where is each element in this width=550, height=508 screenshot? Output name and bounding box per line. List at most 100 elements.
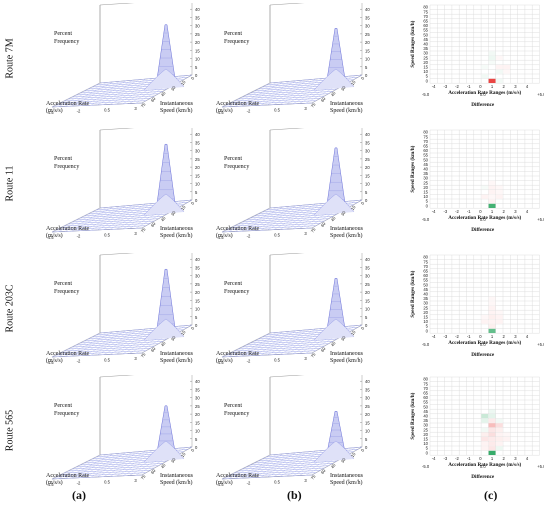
surface-line bbox=[266, 78, 317, 106]
y-tick-label: 30 bbox=[170, 85, 177, 92]
heatmap-cell bbox=[481, 74, 489, 79]
z-axis-label: Percent bbox=[54, 31, 72, 37]
heatmap-cell bbox=[481, 65, 489, 70]
y-tick-label: 70 bbox=[423, 14, 428, 19]
z-tick-label: 25 bbox=[365, 157, 370, 162]
y-tick-label: 15 bbox=[180, 79, 187, 86]
z-tick-label: 35 bbox=[365, 140, 370, 145]
colorbar bbox=[420, 222, 544, 225]
y-axis-label: Instantaneous bbox=[330, 351, 364, 357]
surface-hump bbox=[313, 318, 355, 341]
surface-hump bbox=[143, 318, 185, 341]
z-tick-label: 40 bbox=[195, 7, 200, 12]
x-tick-label: -4.5 bbox=[216, 360, 224, 365]
y-axis-label: Speed Ranges (km/h) bbox=[409, 20, 416, 67]
y-tick-label: 45 bbox=[160, 462, 167, 469]
surface-svg: 051015202530354045-4.5-20.5375604530150P… bbox=[46, 253, 200, 365]
surface-line bbox=[234, 206, 284, 232]
y-axis-label: Speed Ranges (km/h) bbox=[409, 270, 416, 317]
y-tick-label: 60 bbox=[423, 273, 428, 278]
y-axis-label: Speed (km/h) bbox=[160, 479, 193, 486]
y-axis-label: Speed (km/h) bbox=[160, 232, 193, 239]
surface-hump bbox=[143, 68, 185, 91]
y-axis-label: Speed Ranges (km/h) bbox=[409, 392, 416, 439]
surface-line bbox=[279, 77, 330, 105]
y-axis-label: Speed (km/h) bbox=[160, 107, 193, 114]
surface-line bbox=[273, 328, 323, 355]
z-tick-label: 45 bbox=[195, 253, 200, 254]
z-axis-label: Frequency bbox=[54, 411, 79, 417]
x-tick-label: -2 bbox=[77, 359, 81, 364]
z-tick-label: 40 bbox=[195, 379, 200, 384]
z-tick-label: 40 bbox=[365, 132, 370, 137]
surface-line bbox=[103, 78, 153, 105]
y-tick-label: 15 bbox=[423, 64, 428, 69]
surface-line bbox=[241, 81, 290, 107]
colorbar-label: Difference bbox=[471, 352, 495, 358]
surface-svg: 051015202530354045-4.5-20.5375604530150P… bbox=[216, 3, 370, 115]
x-tick-label: 0 bbox=[479, 84, 482, 89]
y-tick-label: 25 bbox=[423, 305, 428, 310]
heatmap-cell bbox=[495, 319, 503, 324]
surface-line bbox=[64, 81, 114, 107]
surface-line bbox=[71, 81, 120, 107]
z-tick-label: 5 bbox=[365, 190, 368, 195]
z-tick-label: 20 bbox=[365, 290, 370, 295]
y-axis-label: Instantaneous bbox=[330, 226, 364, 232]
y-tick-label: 50 bbox=[423, 32, 428, 37]
z-tick-label: 35 bbox=[195, 140, 200, 145]
y-tick-label: 45 bbox=[330, 462, 337, 469]
surface-line bbox=[51, 82, 101, 108]
y-axis-label: Speed (km/h) bbox=[160, 357, 193, 364]
x-tick-label: 4 bbox=[526, 334, 529, 339]
z-axis-label: Percent bbox=[54, 281, 72, 287]
x-tick-label: -4.5 bbox=[216, 110, 224, 115]
z-tick-label: 40 bbox=[195, 132, 200, 137]
y-tick-label: 70 bbox=[423, 386, 428, 391]
y-tick-label: 75 bbox=[423, 259, 428, 264]
heatmap-cell bbox=[495, 427, 503, 432]
z-tick-label: 30 bbox=[365, 396, 370, 401]
heatmap-cell bbox=[481, 194, 489, 199]
surface-hump bbox=[143, 193, 185, 216]
y-tick-label: 60 bbox=[320, 221, 327, 228]
colorbar-mid: 0.0 bbox=[480, 92, 486, 97]
y-tick-label: 50 bbox=[423, 404, 428, 409]
surface-line bbox=[51, 454, 101, 480]
y-tick-label: 75 bbox=[140, 351, 147, 358]
heatmap-cell bbox=[488, 55, 496, 60]
x-tick-label: 1 bbox=[491, 456, 494, 461]
y-tick-label: 80 bbox=[423, 377, 428, 382]
heatmap-panel: 80 75 70 65 60 55 50 45 40 35 30 25 20 15 10 5 0 -4 -3 -2 -1… bbox=[404, 3, 544, 117]
surface-line bbox=[141, 74, 193, 104]
surface-line bbox=[260, 79, 310, 106]
z-tick-label: 40 bbox=[365, 257, 370, 262]
heatmap-cell bbox=[481, 432, 489, 437]
z-axis-label: Frequency bbox=[224, 39, 249, 45]
surface-line bbox=[84, 204, 133, 231]
y-tick-label: 15 bbox=[423, 189, 428, 194]
y-tick-label: 50 bbox=[423, 157, 428, 162]
x-axis-label: Acceleration Rate bbox=[46, 351, 89, 357]
y-tick-label: 20 bbox=[423, 432, 428, 437]
z-axis-label: Percent bbox=[54, 156, 72, 162]
x-axis-label: Acceleration Rate Ranges (m/s/s) bbox=[448, 339, 521, 346]
x-tick-label: 3 bbox=[134, 231, 137, 236]
z-tick-label: 10 bbox=[195, 57, 200, 62]
x-tick-label: -2 bbox=[77, 481, 81, 486]
y-tick-label: 0 bbox=[360, 200, 366, 205]
x-axis-label: (m/s/s) bbox=[216, 479, 233, 486]
y-tick-label: 65 bbox=[423, 143, 428, 148]
surface-line bbox=[228, 207, 277, 232]
surface-line bbox=[241, 331, 290, 357]
surface-line bbox=[96, 203, 147, 231]
z-tick-label: 0 bbox=[365, 73, 368, 78]
y-tick-label: 5 bbox=[426, 74, 429, 79]
surface-line bbox=[311, 199, 363, 229]
axis-frame bbox=[269, 253, 363, 334]
surface-line bbox=[109, 327, 160, 355]
x-tick-label: 0.5 bbox=[104, 357, 110, 362]
z-tick-label: 30 bbox=[195, 24, 200, 29]
surface-hump bbox=[313, 68, 355, 91]
x-tick-label: 3 bbox=[134, 478, 137, 483]
